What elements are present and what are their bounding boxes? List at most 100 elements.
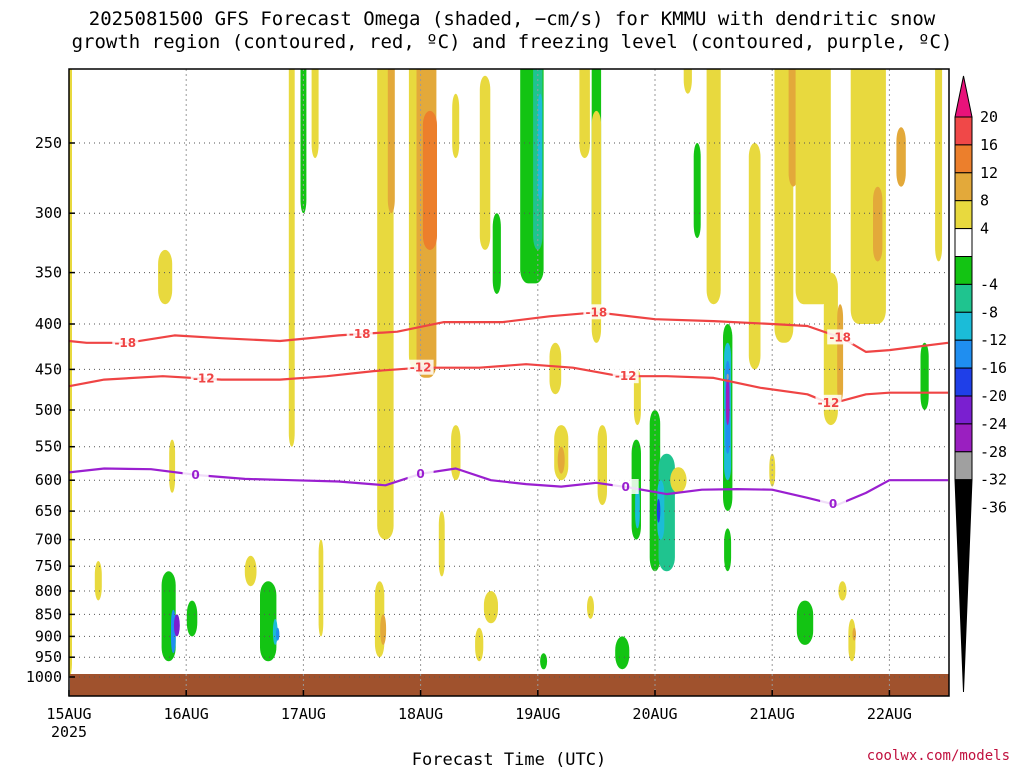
contour-label: 0 bbox=[191, 468, 199, 482]
omega-region-64 bbox=[774, 69, 794, 343]
contour-label: -12 bbox=[193, 372, 215, 386]
omega-region-11 bbox=[275, 627, 280, 641]
omega-region-66 bbox=[796, 600, 814, 645]
y-tick-label: 800 bbox=[35, 582, 62, 600]
omega-region-70 bbox=[837, 304, 844, 403]
omega-region-29 bbox=[475, 627, 484, 662]
omega-shading bbox=[69, 69, 943, 677]
omega-region-60 bbox=[726, 373, 729, 380]
y-tick-label: 750 bbox=[35, 557, 62, 575]
colorbar-label: -12 bbox=[980, 331, 1007, 349]
colorbar-segment bbox=[954, 144, 973, 174]
colorbar-label: -16 bbox=[980, 359, 1007, 377]
chart-title-line-2: growth region (contoured, red, ºC) and f… bbox=[71, 31, 953, 53]
omega-region-32 bbox=[537, 93, 543, 201]
y-tick-label: 300 bbox=[35, 204, 62, 222]
omega-region-49 bbox=[656, 499, 661, 523]
credit-link[interactable]: coolwx.com/models bbox=[867, 748, 1010, 764]
x-axis-title: Forecast Time (UTC) bbox=[412, 750, 606, 768]
x-tick-label: 15AUG bbox=[46, 705, 91, 723]
colorbar-segment bbox=[954, 228, 973, 258]
y-tick-label: 500 bbox=[35, 401, 62, 419]
y-tick-label: 1000 bbox=[26, 668, 62, 686]
y-tick-label: 850 bbox=[35, 605, 62, 623]
omega-region-23 bbox=[452, 93, 460, 159]
y-tick-label: 550 bbox=[35, 438, 62, 456]
chart-title-line-1: 2025081500 GFS Forecast Omega (shaded, −… bbox=[88, 8, 936, 30]
contour-label: -12 bbox=[615, 369, 637, 383]
colorbar-label: 12 bbox=[980, 164, 998, 182]
omega-region-12 bbox=[288, 69, 295, 447]
colorbar-segment-top bbox=[954, 75, 973, 118]
omega-region-68 bbox=[815, 143, 828, 284]
contour-label: 0 bbox=[416, 467, 424, 481]
contour-label-bg bbox=[190, 370, 217, 386]
y-tick-label: 250 bbox=[35, 134, 62, 152]
contour-label: 0 bbox=[829, 497, 837, 511]
contour-label-bg bbox=[583, 304, 610, 320]
contour-label-bg bbox=[612, 368, 639, 384]
contour-label: -12 bbox=[410, 361, 432, 375]
omega-region-14 bbox=[311, 69, 319, 159]
omega-region-5 bbox=[186, 600, 198, 637]
omega-region-25 bbox=[438, 511, 445, 577]
x-tick-label: 20AUG bbox=[632, 705, 677, 723]
colorbar-segment bbox=[954, 311, 973, 341]
y-tick-label: 700 bbox=[35, 531, 62, 549]
y-tick-label: 950 bbox=[35, 648, 62, 666]
omega-region-71 bbox=[838, 581, 847, 601]
colorbar-label: -8 bbox=[980, 303, 998, 321]
colorbar-segment-bottom bbox=[954, 479, 973, 693]
omega-region-19 bbox=[380, 614, 387, 645]
omega-region-37 bbox=[579, 69, 590, 159]
y-tick-label: 900 bbox=[35, 627, 62, 645]
contour-label: -18 bbox=[349, 327, 371, 341]
omega-region-8 bbox=[244, 555, 257, 587]
colorbar-segment bbox=[954, 116, 973, 146]
contour-label-bg bbox=[407, 465, 434, 481]
colorbar-label: -24 bbox=[980, 415, 1007, 433]
colorbar-label: -4 bbox=[980, 275, 998, 293]
omega-region-40 bbox=[587, 595, 594, 619]
y-tick-label: 350 bbox=[35, 264, 62, 282]
colorbar-label: 4 bbox=[980, 220, 989, 238]
omega-region-7 bbox=[169, 439, 176, 493]
colorbar-label: -28 bbox=[980, 443, 1007, 461]
contour-label-bg bbox=[182, 466, 209, 482]
x-tick-label: 19AUG bbox=[515, 705, 560, 723]
contour-label-bg bbox=[407, 359, 434, 375]
grid-lines bbox=[69, 69, 949, 696]
omega-region-38 bbox=[591, 110, 602, 343]
contour-label: 0 bbox=[622, 480, 630, 494]
contour-label-bg bbox=[612, 479, 639, 494]
contour-label-bg bbox=[820, 496, 847, 512]
omega-region-73 bbox=[852, 627, 856, 641]
omega-region-35 bbox=[557, 446, 565, 474]
omega-region-48 bbox=[657, 480, 665, 540]
x-tick-label: 18AUG bbox=[398, 705, 443, 723]
omega-region-59 bbox=[725, 377, 730, 426]
colorbar-label: 20 bbox=[980, 108, 998, 126]
colorbar-segment bbox=[954, 339, 973, 369]
omega-region-61 bbox=[724, 528, 732, 572]
omega-region-6 bbox=[158, 249, 173, 305]
colorbar-label: -36 bbox=[980, 499, 1007, 517]
contours: -18 -18 -18 -18 -12 -12 -12 -12 0 0 0 0 bbox=[69, 304, 949, 512]
plot-area: -18 -18 -18 -18 -12 -12 -12 -12 0 0 0 0 bbox=[69, 69, 949, 696]
omega-region-75 bbox=[873, 186, 883, 262]
omega-region-17 bbox=[387, 69, 395, 214]
omega-region-55 bbox=[706, 69, 721, 305]
y-tick-label: 450 bbox=[35, 360, 62, 378]
omega-region-52 bbox=[693, 143, 701, 239]
omega-region-27 bbox=[492, 213, 501, 294]
omega-region-9 bbox=[260, 581, 277, 662]
colorbar-label: -20 bbox=[980, 387, 1007, 405]
omega-region-22 bbox=[422, 110, 437, 251]
y-tick-label: 650 bbox=[35, 502, 62, 520]
omega-region-50 bbox=[670, 467, 687, 493]
omega-region-28 bbox=[483, 591, 498, 624]
omega-region-69 bbox=[823, 272, 838, 426]
omega-region-45 bbox=[633, 369, 641, 426]
y-tick-label: 400 bbox=[35, 315, 62, 333]
